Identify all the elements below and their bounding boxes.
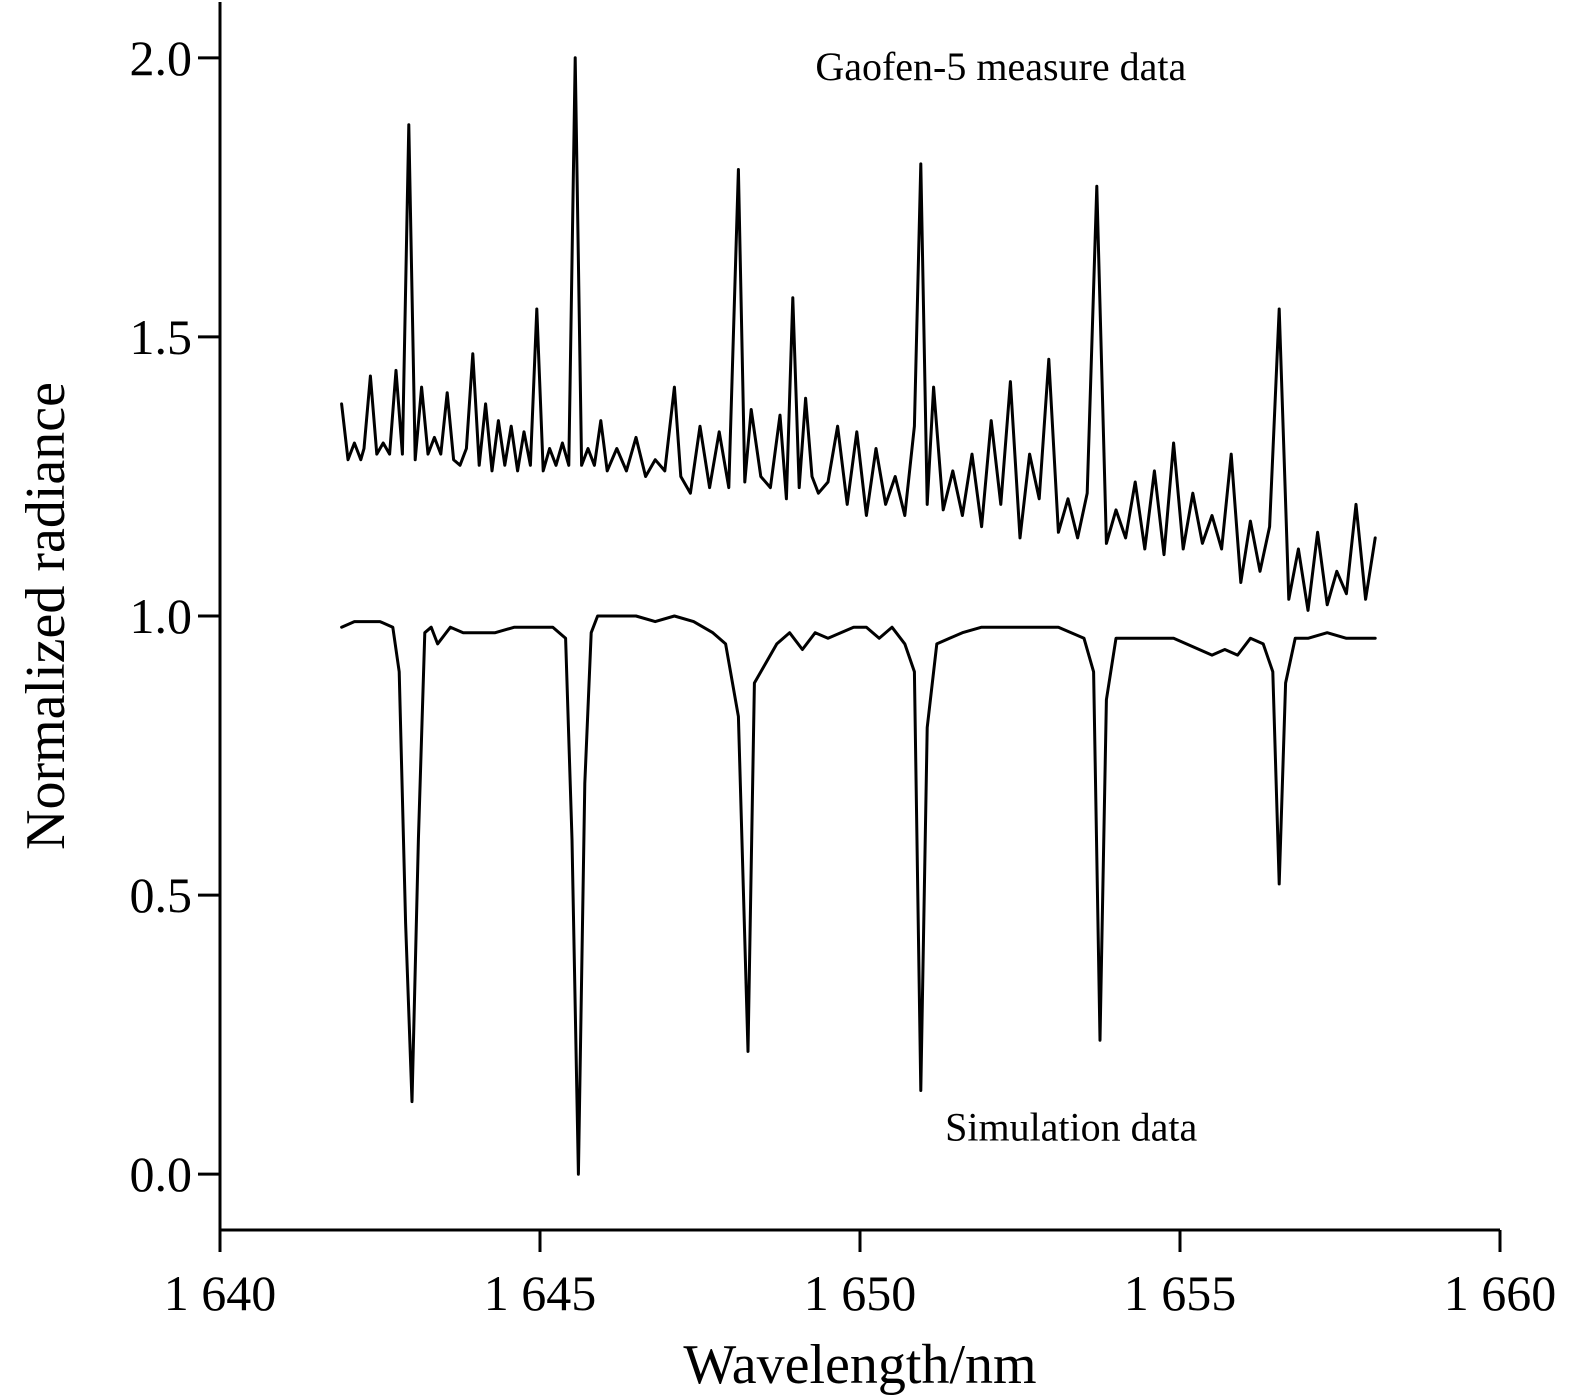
x-axis-title: Wavelength/nm <box>683 1334 1036 1396</box>
x-tick-label-0: 1 640 <box>164 1265 277 1321</box>
y-tick-label-4: 2.0 <box>130 30 193 86</box>
x-tick-label-4: 1 660 <box>1444 1265 1557 1321</box>
x-tick-label-1: 1 645 <box>484 1265 597 1321</box>
annotation-1: Simulation data <box>945 1105 1197 1150</box>
y-ticks: 0.0 0.5 1.0 1.5 2.0 <box>130 30 220 1202</box>
y-tick-label-2: 1.0 <box>130 588 193 644</box>
annotation-layer: Gaofen-5 measure data Simulation data <box>815 44 1197 1150</box>
x-tick-label-2: 1 650 <box>804 1265 917 1321</box>
x-tick-label-3: 1 655 <box>1124 1265 1237 1321</box>
x-ticks: 1 640 1 645 1 650 1 655 1 660 <box>164 1230 1557 1321</box>
series-layer <box>340 56 1377 1176</box>
y-tick-label-3: 1.5 <box>130 309 193 365</box>
y-tick-label-0: 0.0 <box>130 1146 193 1202</box>
y-tick-label-1: 0.5 <box>130 867 193 923</box>
series-line-0 <box>340 56 1377 612</box>
annotation-0: Gaofen-5 measure data <box>815 44 1186 89</box>
series-line-1 <box>340 614 1377 1176</box>
y-axis-title: Normalized radiance <box>15 382 77 850</box>
